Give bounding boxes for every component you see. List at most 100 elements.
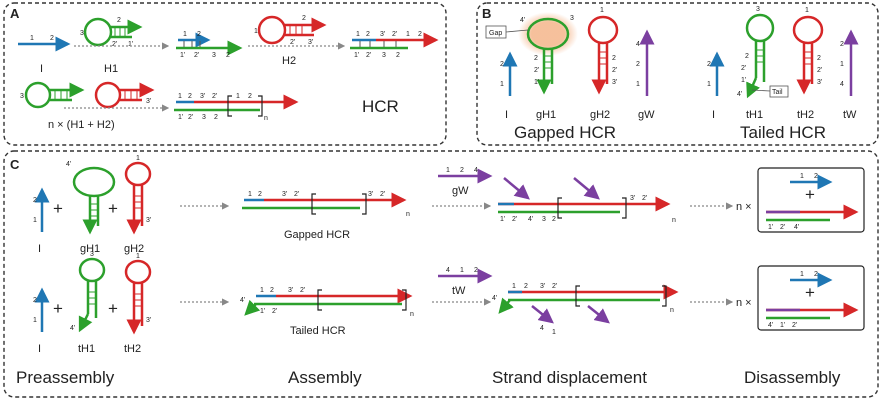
- domain-label: 3': [612, 79, 617, 86]
- waste-duplex-tailed: [766, 302, 859, 320]
- domain-label: 1: [136, 253, 140, 260]
- domain-label: 3: [382, 52, 386, 59]
- domain-label: 1': [500, 216, 505, 223]
- domain-label: 1': [180, 52, 185, 59]
- strand-name-i: I: [38, 243, 41, 255]
- domain-label: 2': [272, 308, 277, 315]
- domain-label: 2': [642, 195, 647, 202]
- domain-label: 1: [33, 317, 37, 324]
- domain-label: 4: [636, 41, 640, 48]
- plus-sign: +: [53, 199, 63, 218]
- domain-label: 2: [366, 31, 370, 38]
- domain-label: 2: [500, 61, 504, 68]
- domain-label: 1: [805, 7, 809, 14]
- waste-duplex-gapped: [766, 204, 859, 222]
- domain-label: 2: [745, 53, 749, 60]
- domain-label: 3': [146, 317, 151, 324]
- strand-name-gh1: gH1: [536, 109, 556, 121]
- domain-label: 2': [792, 322, 797, 329]
- strand-name-th2: tH2: [797, 109, 814, 121]
- panel-a-title: HCR: [362, 97, 399, 116]
- domain-label: 2: [214, 114, 218, 121]
- domain-label: 2': [294, 191, 299, 198]
- domain-label: 1: [30, 35, 34, 42]
- domain-label: 1: [800, 173, 804, 180]
- domain-label: 3: [80, 30, 84, 37]
- domain-label: 2: [552, 216, 556, 223]
- gap-pointer: [505, 29, 529, 33]
- domain-label: 4': [520, 17, 525, 24]
- repeat-n: n: [410, 311, 414, 318]
- hairpin-h2-row2: [94, 81, 155, 109]
- domain-label: 2: [270, 287, 274, 294]
- hairpin-th1: [745, 13, 775, 99]
- tailed-hcr-caption: Tailed HCR: [740, 123, 826, 142]
- domain-label: 2: [226, 52, 230, 59]
- strand-name-gh2: gH2: [124, 243, 144, 255]
- i-h1-h2-duplex: [350, 32, 439, 50]
- domain-label: 1: [33, 217, 37, 224]
- domain-label: 2': [112, 41, 117, 48]
- hairpin-gh1: [526, 17, 570, 95]
- domain-label: 1': [354, 52, 359, 59]
- domain-label: 2': [212, 93, 217, 100]
- domain-label: 2: [460, 167, 464, 174]
- strand-name-gw: gW: [452, 185, 469, 197]
- disassembly-box-tailed: [757, 265, 865, 331]
- domain-label: 1: [183, 31, 187, 38]
- domain-label: 2': [817, 67, 822, 74]
- gap-callout: Gap: [489, 30, 502, 37]
- domain-label: 2: [534, 55, 538, 62]
- strand-name-tw: tW: [843, 109, 857, 121]
- domain-label: 2': [392, 31, 397, 38]
- domain-label: 2: [707, 61, 711, 68]
- domain-label: 4: [446, 267, 450, 274]
- domain-label: 1: [406, 31, 410, 38]
- domain-label: 4': [737, 91, 742, 98]
- strand-name-h2: H2: [282, 55, 296, 67]
- domain-label: 2': [552, 283, 557, 290]
- domain-label: 3': [308, 39, 313, 46]
- domain-label: 2': [194, 52, 199, 59]
- domain-label: 2': [290, 39, 295, 46]
- domain-label: 3': [146, 217, 151, 224]
- domain-label: 3': [817, 79, 822, 86]
- repeat-n: n: [264, 115, 268, 122]
- domain-label: 3: [90, 251, 94, 258]
- panel-a-letter: A: [10, 6, 20, 21]
- hairpin-th1-c: [78, 257, 106, 333]
- domain-label: 3: [202, 114, 206, 121]
- tail-callout: Tail: [772, 89, 783, 96]
- domain-label: 2: [840, 41, 844, 48]
- domain-label: 1: [500, 81, 504, 88]
- domain-label: 1: [260, 287, 264, 294]
- domain-label: 4': [492, 295, 497, 302]
- domain-label: 1': [128, 41, 133, 48]
- domain-label: 4': [768, 322, 773, 329]
- strand-name-th1: tH1: [746, 109, 763, 121]
- panel-b: [476, 2, 879, 146]
- domain-label: 2: [50, 35, 54, 42]
- domain-label: 2: [33, 197, 37, 204]
- tailed-hcr-polymer: [244, 288, 413, 316]
- domain-label: 2: [814, 271, 818, 278]
- stage-label-assembly: Assembly: [288, 368, 362, 387]
- strand-name-i: I: [40, 63, 43, 75]
- domain-label: 4': [794, 224, 799, 231]
- domain-label: 2': [534, 67, 539, 74]
- domain-label: 2': [300, 287, 305, 294]
- repeat-n: n: [670, 307, 674, 314]
- stage-label-disassembly: Disassembly: [744, 368, 841, 387]
- domain-label: 4': [240, 297, 245, 304]
- hairpin-h1: [83, 17, 143, 47]
- domain-label: 2: [817, 55, 821, 62]
- domain-label: 4: [474, 167, 478, 174]
- hairpin-h2: [257, 15, 327, 45]
- domain-label: 1': [768, 224, 773, 231]
- domain-label: 1: [512, 283, 516, 290]
- domain-label: 1: [800, 271, 804, 278]
- gapped-hcr-polymer: [242, 192, 407, 215]
- domain-label: 2': [366, 52, 371, 59]
- domain-label: 3': [288, 287, 293, 294]
- strand-name-i: I: [712, 109, 715, 121]
